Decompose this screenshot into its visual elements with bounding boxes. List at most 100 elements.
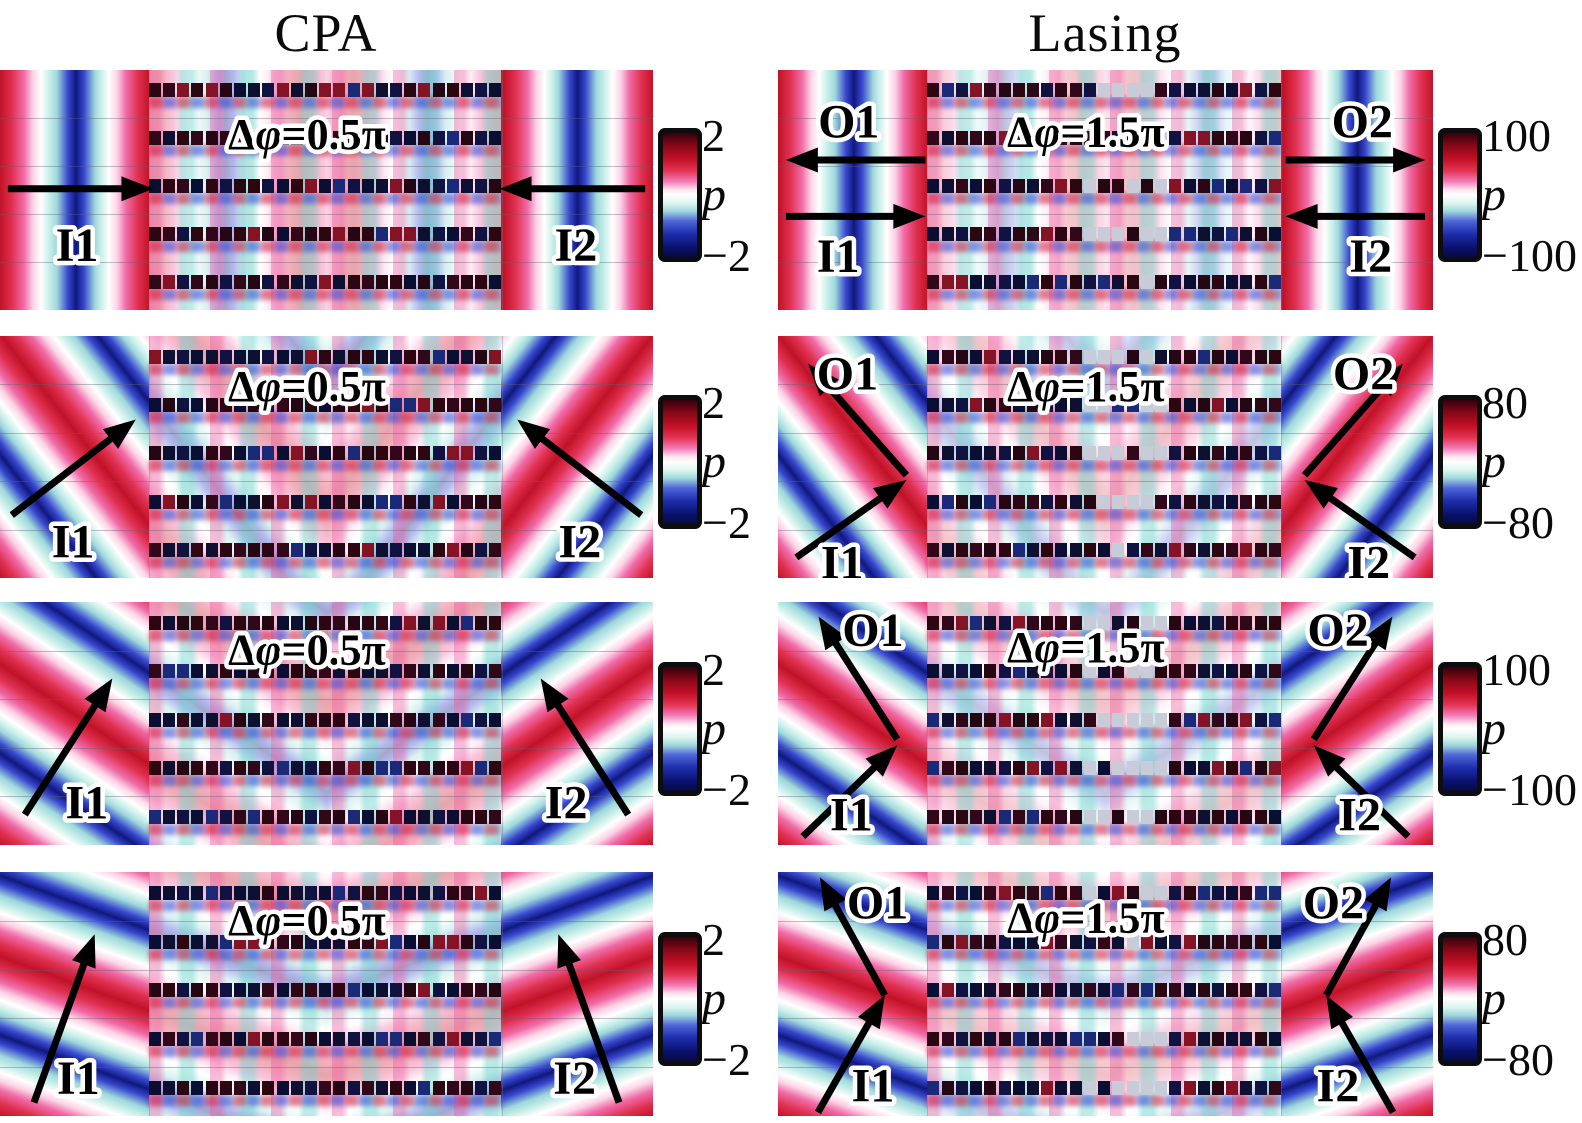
interface-line bbox=[501, 70, 503, 310]
meta-atom bbox=[955, 397, 968, 412]
meta-atom bbox=[333, 1080, 346, 1095]
meta-atom bbox=[219, 131, 232, 146]
meta-atom bbox=[1126, 275, 1139, 290]
meta-atom bbox=[927, 664, 940, 679]
arrow-head-i2 bbox=[557, 934, 581, 969]
meta-atom bbox=[998, 810, 1011, 825]
meta-atom bbox=[404, 179, 417, 194]
meta-atom bbox=[319, 615, 332, 630]
field-fringe bbox=[148, 948, 502, 960]
meta-atom bbox=[248, 934, 261, 949]
metamaterial-row bbox=[148, 397, 502, 412]
meta-atom bbox=[333, 275, 346, 290]
field-fringe bbox=[148, 899, 502, 911]
meta-atom bbox=[234, 446, 246, 461]
meta-atom bbox=[1112, 1080, 1125, 1095]
meta-atom bbox=[1183, 712, 1196, 727]
meta-atom bbox=[1240, 131, 1253, 146]
panel-cpa-row1: Δφ=0.5π I1 I2 bbox=[0, 70, 653, 310]
meta-atom bbox=[461, 615, 473, 630]
grid-line bbox=[0, 1018, 653, 1020]
meta-atom bbox=[390, 494, 403, 509]
meta-atom bbox=[1126, 494, 1139, 509]
meta-atom bbox=[1083, 934, 1096, 949]
meta-atom bbox=[489, 83, 502, 98]
metamaterial-row bbox=[927, 275, 1281, 290]
meta-atom bbox=[375, 761, 388, 776]
meta-atom bbox=[163, 615, 176, 630]
meta-atom bbox=[1041, 275, 1054, 290]
meta-atom bbox=[390, 983, 403, 998]
meta-atom bbox=[1012, 543, 1025, 558]
metamaterial-row bbox=[927, 810, 1281, 825]
meta-atom bbox=[262, 712, 275, 727]
field-fringe bbox=[927, 557, 1282, 569]
meta-atom bbox=[163, 275, 176, 290]
meta-atom bbox=[475, 983, 488, 998]
meta-atom bbox=[205, 712, 218, 727]
colorbar-symbol-lasing-row3: p bbox=[1482, 701, 1506, 755]
meta-atom bbox=[1083, 543, 1096, 558]
meta-atom bbox=[205, 761, 218, 776]
meta-atom bbox=[1240, 934, 1253, 949]
meta-atom bbox=[177, 275, 190, 290]
meta-atom bbox=[248, 761, 261, 776]
meta-atom bbox=[432, 397, 445, 412]
meta-atom bbox=[191, 397, 204, 412]
meta-atom bbox=[432, 983, 445, 998]
meta-atom bbox=[1240, 983, 1253, 998]
meta-atom bbox=[219, 1032, 232, 1047]
meta-atom bbox=[418, 397, 431, 412]
meta-atom bbox=[1041, 179, 1054, 194]
meta-atom bbox=[446, 446, 459, 461]
field-fringe bbox=[927, 97, 1282, 109]
meta-atom bbox=[970, 349, 983, 364]
meta-atom bbox=[1098, 349, 1111, 364]
meta-atom bbox=[148, 983, 161, 998]
meta-atom bbox=[319, 983, 332, 998]
meta-atom bbox=[205, 983, 218, 998]
grid-line bbox=[0, 166, 653, 167]
meta-atom bbox=[234, 1080, 246, 1095]
meta-atom bbox=[1254, 83, 1267, 98]
meta-atom bbox=[1226, 494, 1239, 509]
meta-atom bbox=[418, 543, 431, 558]
meta-atom bbox=[489, 227, 502, 242]
meta-atom bbox=[1226, 275, 1239, 290]
meta-atom bbox=[1112, 275, 1125, 290]
meta-atom bbox=[304, 664, 317, 679]
colorbar-symbol-cpa-row1: p bbox=[702, 168, 726, 221]
meta-atom bbox=[475, 131, 488, 146]
meta-atom bbox=[219, 810, 232, 825]
meta-atom bbox=[941, 543, 954, 558]
colorbar-max-lasing-row2: 80 bbox=[1482, 377, 1528, 428]
meta-atom bbox=[290, 885, 303, 900]
meta-atom bbox=[927, 934, 940, 949]
meta-atom bbox=[1183, 227, 1196, 242]
meta-atom bbox=[262, 810, 275, 825]
meta-atom bbox=[1026, 712, 1039, 727]
meta-atom bbox=[489, 934, 502, 949]
meta-atom bbox=[970, 761, 983, 776]
meta-atom bbox=[1041, 446, 1054, 461]
meta-atom bbox=[432, 494, 445, 509]
meta-atom bbox=[219, 494, 232, 509]
meta-atom bbox=[248, 1080, 261, 1095]
meta-atom bbox=[1155, 83, 1168, 98]
grid-line bbox=[0, 384, 653, 386]
meta-atom bbox=[205, 664, 218, 679]
panel-cpa-row4: Δφ=0.5π I1 I2 bbox=[0, 872, 653, 1116]
meta-atom bbox=[404, 446, 417, 461]
meta-atom bbox=[1254, 1032, 1267, 1047]
meta-atom bbox=[941, 275, 954, 290]
meta-atom bbox=[489, 885, 502, 900]
meta-atom bbox=[1226, 446, 1239, 461]
meta-atom bbox=[1126, 761, 1139, 776]
arrow-shaft-o1 bbox=[821, 379, 910, 478]
meta-atom bbox=[248, 712, 261, 727]
meta-atom bbox=[1069, 83, 1082, 98]
meta-atom bbox=[1055, 227, 1068, 242]
meta-atom bbox=[475, 664, 488, 679]
meta-atom bbox=[1012, 615, 1025, 630]
meta-atom bbox=[304, 179, 317, 194]
